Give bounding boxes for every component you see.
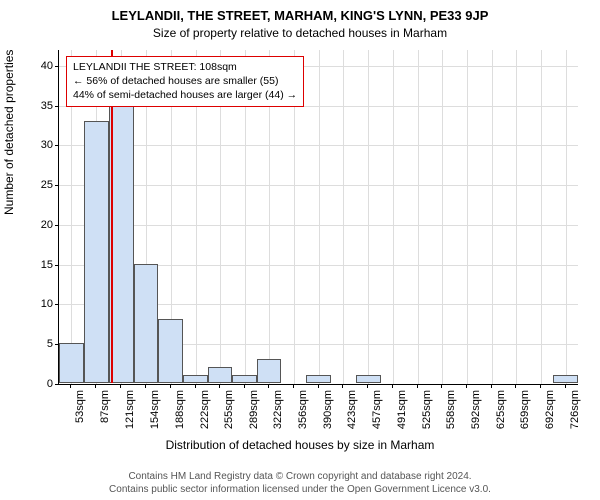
info-box-line3: 44% of semi-detached houses are larger (… [73,88,297,102]
ytick-mark [55,66,59,67]
y-axis-label: Number of detached properties [2,50,16,215]
xtick-label: 87sqm [99,390,111,423]
chart-container: LEYLANDII, THE STREET, MARHAM, KING'S LY… [0,0,600,500]
histogram-bar [134,264,158,383]
histogram-bar [306,375,331,383]
ytick-mark [55,145,59,146]
xtick-label: 255sqm [223,390,235,429]
gridline-v [319,50,320,384]
xtick-mark [318,384,319,388]
gridline-v [418,50,419,384]
xtick-mark [293,384,294,388]
ytick-label: 20 [23,219,53,231]
xtick-label: 491sqm [396,390,408,429]
ytick-label: 35 [23,100,53,112]
xtick-label: 525sqm [421,390,433,429]
xtick-label: 188sqm [174,390,186,429]
xtick-label: 356sqm [297,390,309,429]
xtick-mark [565,384,566,388]
gridline-v [566,50,567,384]
xtick-label: 558sqm [445,390,457,429]
ytick-label: 30 [23,139,53,151]
xtick-label: 659sqm [519,390,531,429]
xtick-mark [195,384,196,388]
ytick-mark [55,225,59,226]
footer-line1: Contains HM Land Registry data © Crown c… [0,470,600,483]
xtick-mark [244,384,245,388]
gridline-v [492,50,493,384]
title-subtitle: Size of property relative to detached ho… [0,23,600,40]
xtick-label: 154sqm [149,390,161,429]
footer-line2: Contains public sector information licen… [0,483,600,496]
histogram-bar [356,375,381,383]
xtick-mark [392,384,393,388]
x-axis-label: Distribution of detached houses by size … [0,438,600,452]
gridline-v [343,50,344,384]
gridline-v [393,50,394,384]
histogram-bar [59,343,84,383]
gridline-v [467,50,468,384]
xtick-mark [466,384,467,388]
xtick-label: 423sqm [346,390,358,429]
xtick-mark [268,384,269,388]
xtick-mark [515,384,516,388]
histogram-bar [84,121,109,383]
histogram-bar [158,319,183,383]
xtick-label: 726sqm [569,390,581,429]
histogram-bar [232,375,257,383]
ytick-mark [55,304,59,305]
gridline-v [442,50,443,384]
xtick-mark [120,384,121,388]
histogram-bar [553,375,578,383]
histogram-bar [257,359,281,383]
xtick-mark [219,384,220,388]
xtick-mark [170,384,171,388]
xtick-mark [342,384,343,388]
ytick-label: 0 [23,378,53,390]
xtick-mark [540,384,541,388]
gridline-v [368,50,369,384]
gridline-v [516,50,517,384]
ytick-label: 25 [23,179,53,191]
xtick-mark [441,384,442,388]
xtick-label: 289sqm [248,390,260,429]
xtick-label: 390sqm [322,390,334,429]
ytick-mark [55,185,59,186]
xtick-label: 222sqm [199,390,211,429]
ytick-mark [55,384,59,385]
ytick-label: 5 [23,338,53,350]
xtick-mark [95,384,96,388]
ytick-mark [55,106,59,107]
ytick-label: 40 [23,60,53,72]
xtick-mark [491,384,492,388]
xtick-label: 322sqm [272,390,284,429]
gridline-v [541,50,542,384]
xtick-mark [417,384,418,388]
xtick-mark [367,384,368,388]
info-box-line2: ← 56% of detached houses are smaller (55… [73,74,297,88]
footer-attribution: Contains HM Land Registry data © Crown c… [0,470,600,496]
info-box: LEYLANDII THE STREET: 108sqm← 56% of det… [66,56,304,107]
xtick-label: 592sqm [470,390,482,429]
histogram-bar [208,367,232,383]
xtick-label: 53sqm [74,390,86,423]
info-box-line1: LEYLANDII THE STREET: 108sqm [73,60,297,74]
histogram-bar [183,375,208,383]
xtick-mark [145,384,146,388]
xtick-label: 457sqm [371,390,383,429]
ytick-label: 15 [23,259,53,271]
xtick-mark [70,384,71,388]
xtick-label: 625sqm [495,390,507,429]
xtick-label: 692sqm [544,390,556,429]
xtick-label: 121sqm [124,390,136,429]
ytick-mark [55,265,59,266]
title-address: LEYLANDII, THE STREET, MARHAM, KING'S LY… [0,0,600,23]
ytick-label: 10 [23,298,53,310]
